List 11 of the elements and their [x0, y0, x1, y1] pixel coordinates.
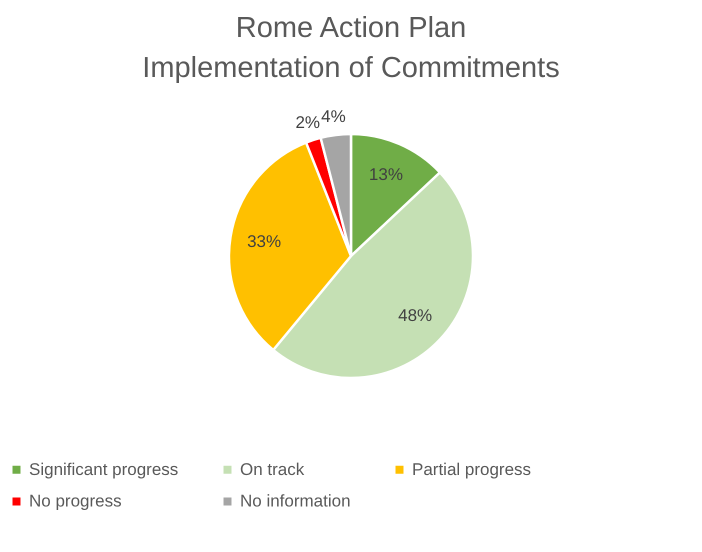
legend-label: No information — [240, 492, 351, 510]
legend-label: Partial progress — [412, 460, 532, 479]
legend-label: No progress — [29, 492, 122, 510]
chart-title: Rome Action Plan Implementation of Commitments — [142, 12, 560, 84]
legend-label: Significant progress — [29, 460, 178, 479]
data-label: 4% — [321, 107, 346, 126]
data-label: 2% — [295, 112, 320, 132]
data-label: 13% — [368, 165, 403, 184]
legend-label: On track — [240, 460, 305, 479]
data-label: 33% — [247, 232, 282, 252]
data-label: 48% — [398, 306, 432, 326]
